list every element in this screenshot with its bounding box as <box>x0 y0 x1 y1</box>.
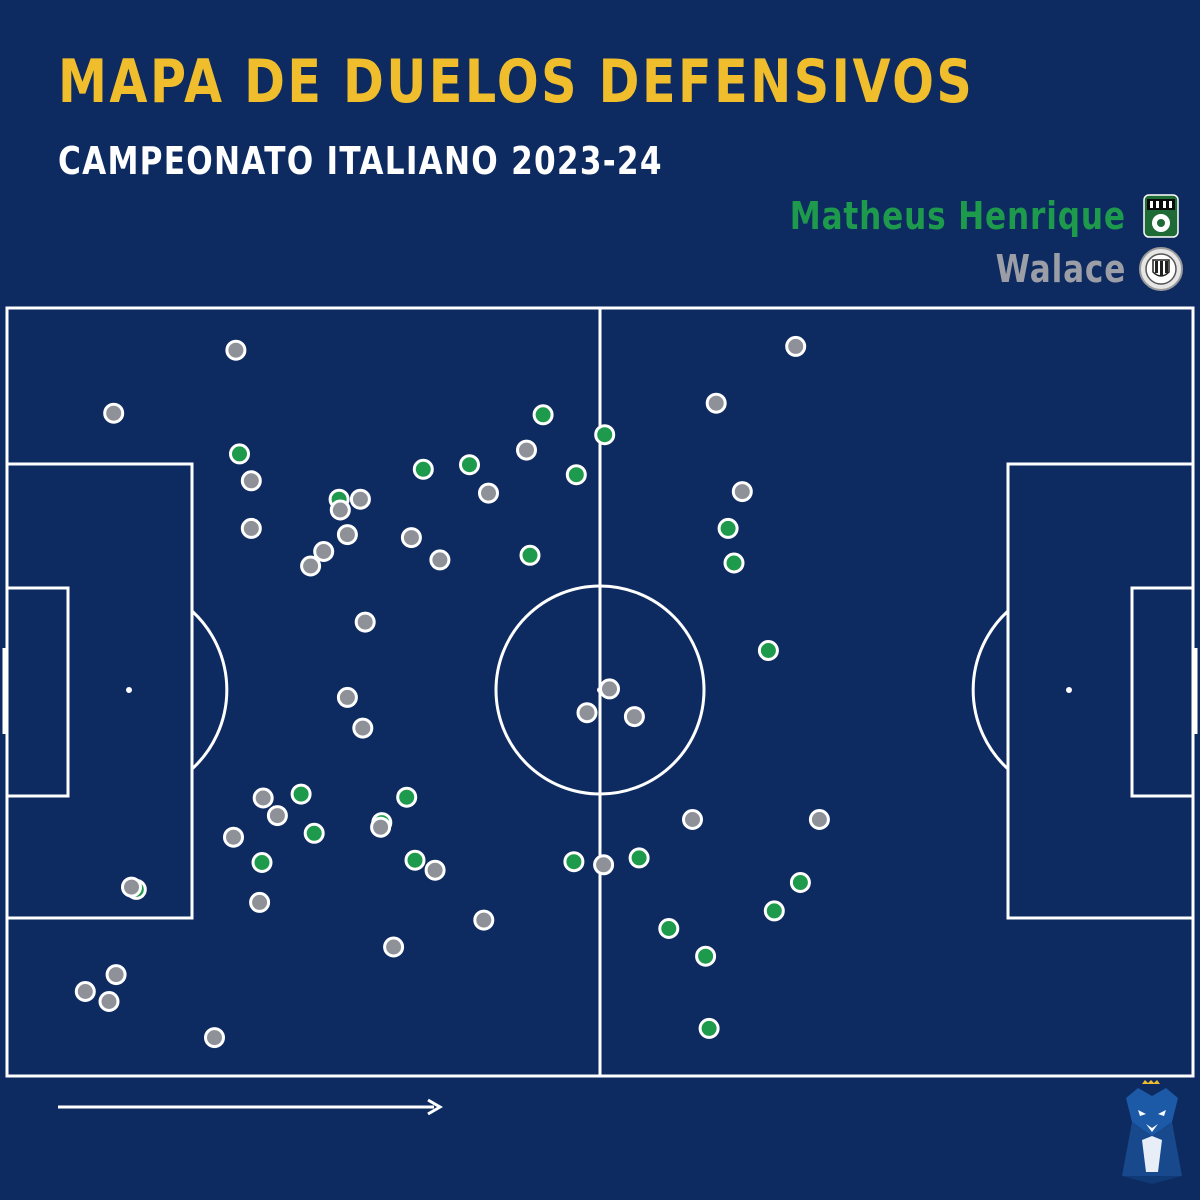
legend-label-walace: Walace <box>995 247 1126 291</box>
duel-point-walace <box>225 339 247 361</box>
duel-point-matheus-henrique <box>251 852 273 873</box>
duel-point-walace <box>223 826 244 848</box>
duel-point-walace <box>300 555 322 577</box>
duel-point-walace <box>599 678 620 700</box>
duel-point-matheus-henrique <box>658 918 680 939</box>
duel-point-matheus-henrique <box>723 552 745 574</box>
duel-point-walace <box>400 527 422 549</box>
duel-point-matheus-henrique <box>757 640 779 661</box>
duel-point-walace <box>98 991 120 1012</box>
duel-point-walace <box>516 439 537 461</box>
duel-point-walace <box>103 402 125 424</box>
duel-point-matheus-henrique <box>459 454 480 476</box>
duel-point-matheus-henrique <box>396 786 418 808</box>
duel-point-walace <box>349 488 371 510</box>
right-penalty-spot <box>1066 687 1072 693</box>
duel-point-walace <box>313 541 335 562</box>
sassuolo-crest-icon <box>1143 194 1179 238</box>
duel-point-walace <box>329 499 351 521</box>
right-goal-area <box>1130 586 1195 798</box>
duel-point-matheus-henrique <box>404 849 426 871</box>
duel-point-walace <box>352 717 374 739</box>
duel-point-walace <box>266 805 288 827</box>
duel-point-walace <box>682 809 703 830</box>
left-penalty-arc <box>190 609 229 771</box>
duel-point-matheus-henrique <box>628 847 650 869</box>
duel-point-matheus-henrique <box>290 783 312 805</box>
duel-point-walace <box>424 859 446 881</box>
duel-point-matheus-henrique <box>412 458 434 480</box>
duel-point-walace <box>429 549 451 571</box>
center-circle <box>494 584 706 796</box>
duel-point-walace <box>473 909 495 931</box>
duel-point-walace <box>623 706 645 728</box>
duel-point-walace <box>204 1027 225 1049</box>
duel-point-walace <box>808 809 830 830</box>
duel-point-matheus-henrique <box>519 544 541 566</box>
duel-point-walace <box>240 517 262 539</box>
duel-point-walace <box>785 335 807 357</box>
duel-point-matheus-henrique <box>532 404 554 426</box>
duel-point-walace <box>252 787 274 809</box>
duel-point-matheus-henrique <box>698 1017 720 1039</box>
chart-title: MAPA DE DUELOS DEFENSIVOS <box>58 47 975 117</box>
duel-point-matheus-henrique <box>565 464 587 486</box>
duel-point-walace <box>478 482 499 504</box>
right-penalty-area <box>1006 462 1195 920</box>
legend-entry-walace: Walace <box>967 246 1184 292</box>
duel-point-matheus-henrique <box>229 443 250 465</box>
duel-point-walace <box>121 876 142 898</box>
duel-point-walace <box>249 891 271 913</box>
duel-point-matheus-henrique <box>717 517 739 539</box>
duel-point-walace <box>370 816 392 838</box>
duel-points-layer <box>74 335 830 1049</box>
duel-point-walace <box>593 854 615 876</box>
fox-mascot-icon <box>1122 1080 1182 1184</box>
legend-label-matheus: Matheus Henrique <box>789 194 1126 238</box>
duel-point-walace <box>240 470 262 492</box>
duel-point-matheus-henrique <box>695 945 717 967</box>
duel-point-matheus-henrique <box>303 822 325 844</box>
duel-point-matheus-henrique <box>594 424 616 446</box>
duel-point-matheus-henrique <box>763 900 785 922</box>
right-penalty-arc <box>971 609 1010 771</box>
duel-point-walace <box>383 936 405 958</box>
duel-point-walace <box>731 481 753 503</box>
duel-point-walace <box>336 686 358 708</box>
duel-point-walace <box>336 524 358 546</box>
left-penalty-spot <box>126 687 132 693</box>
duel-point-walace <box>74 981 96 1002</box>
left-penalty-area <box>5 462 194 920</box>
duel-point-matheus-henrique <box>789 872 811 893</box>
duel-point-walace <box>705 392 727 414</box>
duel-point-matheus-henrique <box>563 851 585 873</box>
duel-point-walace <box>576 702 598 724</box>
chart-subtitle: CAMPEONATO ITALIANO 2023-24 <box>58 139 663 183</box>
left-goal-area <box>5 586 70 798</box>
legend-entry-matheus: Matheus Henrique <box>716 193 1184 239</box>
duel-point-walace <box>354 611 376 633</box>
duel-point-walace <box>105 964 127 986</box>
udinese-crest-icon <box>1139 247 1183 291</box>
